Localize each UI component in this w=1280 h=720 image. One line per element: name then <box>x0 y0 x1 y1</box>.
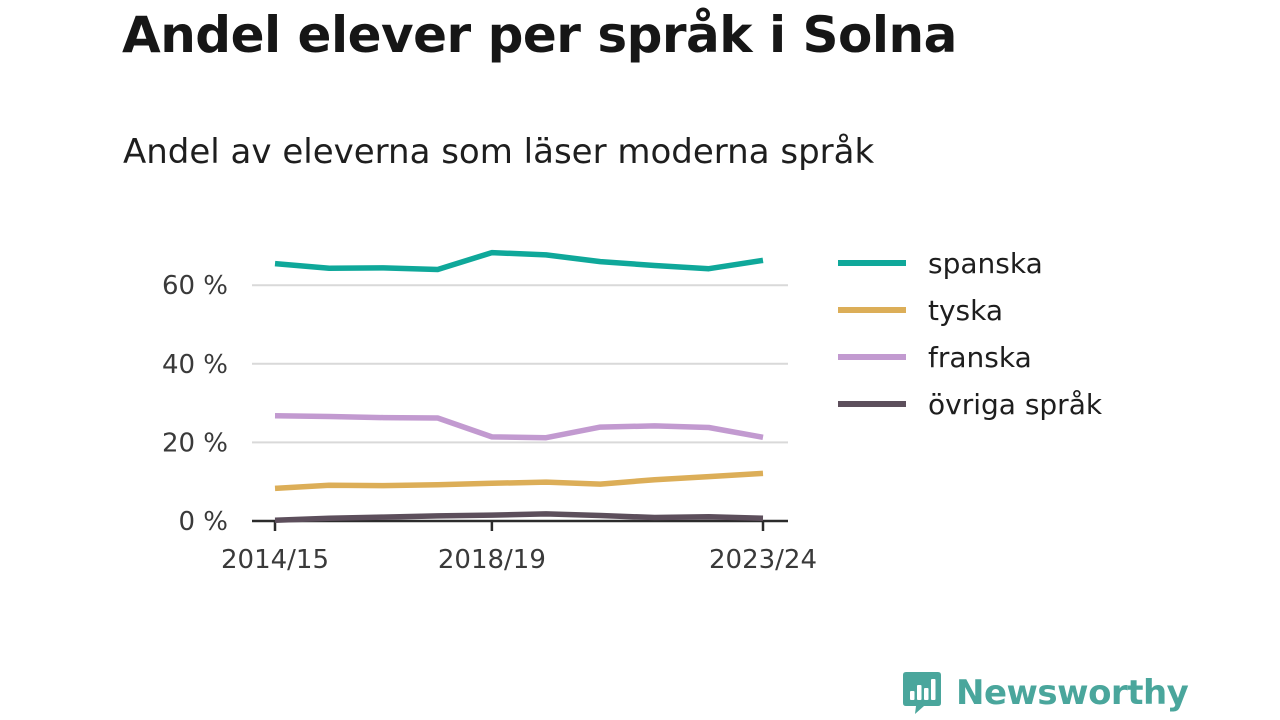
brand-logo: Newsworthy <box>902 670 1189 716</box>
chart-title: Andel elever per språk i Solna <box>122 6 957 64</box>
series-line-övriga-språk <box>274 511 764 523</box>
y-tick-label: 60 % <box>162 271 228 301</box>
legend-label: spanska <box>928 247 1043 280</box>
legend-label: tyska <box>928 294 1003 327</box>
brand-name: Newsworthy <box>956 673 1189 713</box>
newsworthy-logo-icon <box>903 672 941 714</box>
legend-label: övriga språk <box>928 388 1103 421</box>
chart-subtitle: Andel av eleverna som läser moderna språ… <box>123 132 875 172</box>
axes: 0 % 20 % 40 % 60 % 2014/15 2018/19 2023/24 <box>162 271 817 575</box>
series-line-spanska <box>274 249 764 273</box>
series-lines <box>274 249 764 523</box>
y-tick-label: 20 % <box>162 428 228 458</box>
legend-label: franska <box>928 341 1032 374</box>
x-tick-label: 2018/19 <box>438 545 546 575</box>
y-tick-label: 40 % <box>162 350 228 380</box>
y-tick-label: 0 % <box>178 507 228 537</box>
series-line-franska <box>274 412 764 441</box>
legend: spanska tyska franska övriga språk <box>838 247 1103 421</box>
series-line-tyska <box>274 470 764 492</box>
x-tick-label: 2023/24 <box>709 545 817 575</box>
x-tick-label: 2014/15 <box>221 545 329 575</box>
grid-lines <box>252 284 788 444</box>
